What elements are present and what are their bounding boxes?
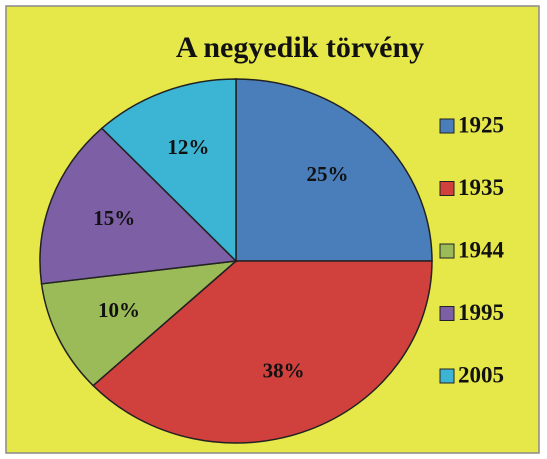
pie-slice <box>40 259 239 387</box>
legend-swatch <box>439 368 455 384</box>
pie-slice <box>39 127 238 285</box>
pie-slice <box>92 260 433 444</box>
legend-label: 1995 <box>458 300 504 325</box>
legend-swatch <box>439 306 455 321</box>
data-label: 38% <box>263 358 305 382</box>
chart-title: A negyedik törvény <box>176 31 424 64</box>
data-label: 15% <box>93 206 135 230</box>
legend-label: 1935 <box>458 175 504 200</box>
data-label: 10% <box>98 298 140 322</box>
pie-slice <box>100 78 237 263</box>
data-label: 25% <box>306 162 348 186</box>
legend-label: 1925 <box>458 112 504 137</box>
data-label: 12% <box>167 135 209 159</box>
legend-label: 1944 <box>458 237 505 262</box>
legend-swatch <box>439 243 455 259</box>
pie-slice <box>235 78 433 262</box>
legend-swatch <box>439 118 455 134</box>
legend-swatch <box>439 181 455 196</box>
legend-label: 2005 <box>458 362 504 387</box>
